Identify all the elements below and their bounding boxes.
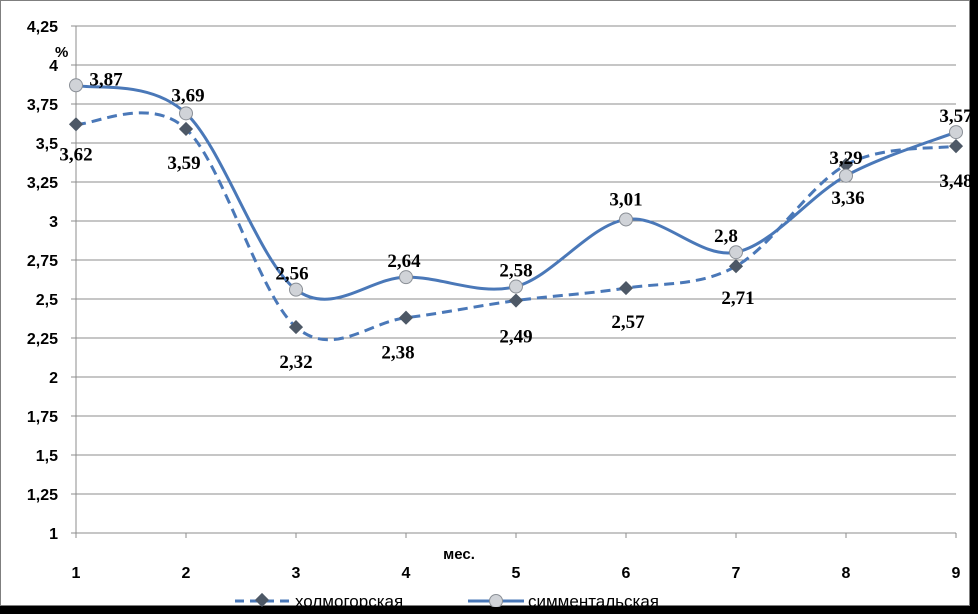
- data-label: 3,69: [171, 85, 204, 106]
- line-chart: 1 1,25 1,5 1,75 2 2,25 2,5 2,75 3 3,25 3,5 3,75 4 4,2…: [27, 19, 971, 607]
- legend-diamond-marker: [254, 592, 270, 607]
- data-point-circle: [69, 78, 83, 93]
- data-point-circle: [399, 270, 413, 285]
- data-label: 3,36: [831, 188, 864, 209]
- x-tick-label: 5: [512, 565, 521, 582]
- data-label: 2,57: [611, 312, 645, 333]
- data-label: 3,87: [89, 69, 123, 90]
- axes: [75, 26, 957, 538]
- data-label: 3,62: [59, 144, 92, 165]
- data-point-circle: [289, 282, 303, 297]
- data-point-diamond: [288, 320, 304, 335]
- data-label: 2,49: [499, 327, 532, 348]
- y-tick-label: 4: [49, 58, 58, 75]
- data-point-circle: [839, 168, 853, 183]
- y-tick-label: 1,75: [27, 409, 58, 426]
- data-point-circle: [729, 245, 743, 260]
- legend-circle-marker: [489, 594, 503, 607]
- y-tick-label: 3,25: [27, 175, 58, 192]
- data-labels: 3,62 3,59 2,32 2,38 2,49 2,57 2,71 3,36 3,48 3,87…: [59, 69, 971, 373]
- x-tick-label: 3: [292, 565, 301, 582]
- x-axis-label: мес.: [443, 546, 475, 563]
- legend-item-series-2: симментальская: [468, 592, 659, 607]
- data-label: 2,64: [387, 251, 421, 272]
- legend: холмогорская симментальская: [235, 592, 659, 607]
- y-tick-label: 4,25: [27, 19, 58, 36]
- y-tick-label: 1: [49, 526, 58, 543]
- series-line-1: [75, 111, 957, 342]
- x-tick-label: 9: [952, 565, 961, 582]
- y-axis-label: %: [55, 44, 68, 61]
- data-point-diamond: [728, 259, 744, 274]
- data-label: 2,58: [499, 261, 532, 282]
- legend-label-series-1: холмогорская: [295, 592, 403, 607]
- y-tick-label: 2,75: [27, 253, 58, 270]
- y-tick-label: 1,5: [36, 448, 58, 465]
- data-point-diamond: [838, 157, 854, 172]
- y-tick-label: 2,25: [27, 331, 58, 348]
- x-tick-label: 2: [182, 565, 191, 582]
- data-label: 2,71: [721, 288, 754, 309]
- data-point-circle: [179, 106, 193, 121]
- data-label: 3,01: [609, 189, 642, 210]
- data-label: 2,56: [275, 264, 308, 285]
- y-tick-label: 1,25: [27, 487, 58, 504]
- y-tick-label: 3: [49, 214, 58, 231]
- x-tick-label: 8: [842, 565, 851, 582]
- y-tick-label: 2,5: [36, 292, 58, 309]
- x-tick-label: 4: [402, 565, 411, 582]
- data-label: 2,32: [279, 352, 312, 373]
- data-label: 3,57: [939, 106, 971, 127]
- data-point-diamond: [178, 121, 194, 137]
- series-markers: [68, 78, 964, 335]
- data-point-diamond: [398, 310, 414, 325]
- x-tick-label: 1: [72, 565, 81, 582]
- x-tick-label: 6: [622, 565, 631, 582]
- y-tick-label: 2: [49, 370, 58, 387]
- data-label: 2,8: [714, 226, 738, 247]
- x-axis-tick-labels: 1 2 3 4 5 6 7 8 9: [72, 565, 961, 582]
- data-label: 3,29: [829, 148, 862, 169]
- data-point-diamond: [68, 117, 84, 132]
- legend-label-series-2: симментальская: [528, 592, 659, 607]
- legend-item-series-1: холмогорская: [235, 592, 403, 607]
- gridlines: [71, 25, 956, 534]
- data-label: 2,38: [381, 343, 414, 364]
- data-point-circle: [949, 125, 963, 140]
- data-point-circle: [509, 279, 523, 294]
- data-point-diamond: [618, 281, 634, 296]
- data-point-diamond: [948, 139, 964, 154]
- data-label: 3,48: [939, 171, 971, 192]
- y-tick-label: 3,5: [36, 136, 58, 153]
- data-label: 3,59: [167, 153, 200, 174]
- x-tick-label: 7: [732, 565, 741, 582]
- y-tick-label: 3,75: [27, 97, 58, 114]
- y-axis-tick-labels: 1 1,25 1,5 1,75 2 2,25 2,5 2,75 3 3,25 3,5 3,75 4 4,2…: [27, 19, 58, 543]
- data-point-circle: [619, 212, 633, 227]
- data-point-diamond: [508, 293, 524, 308]
